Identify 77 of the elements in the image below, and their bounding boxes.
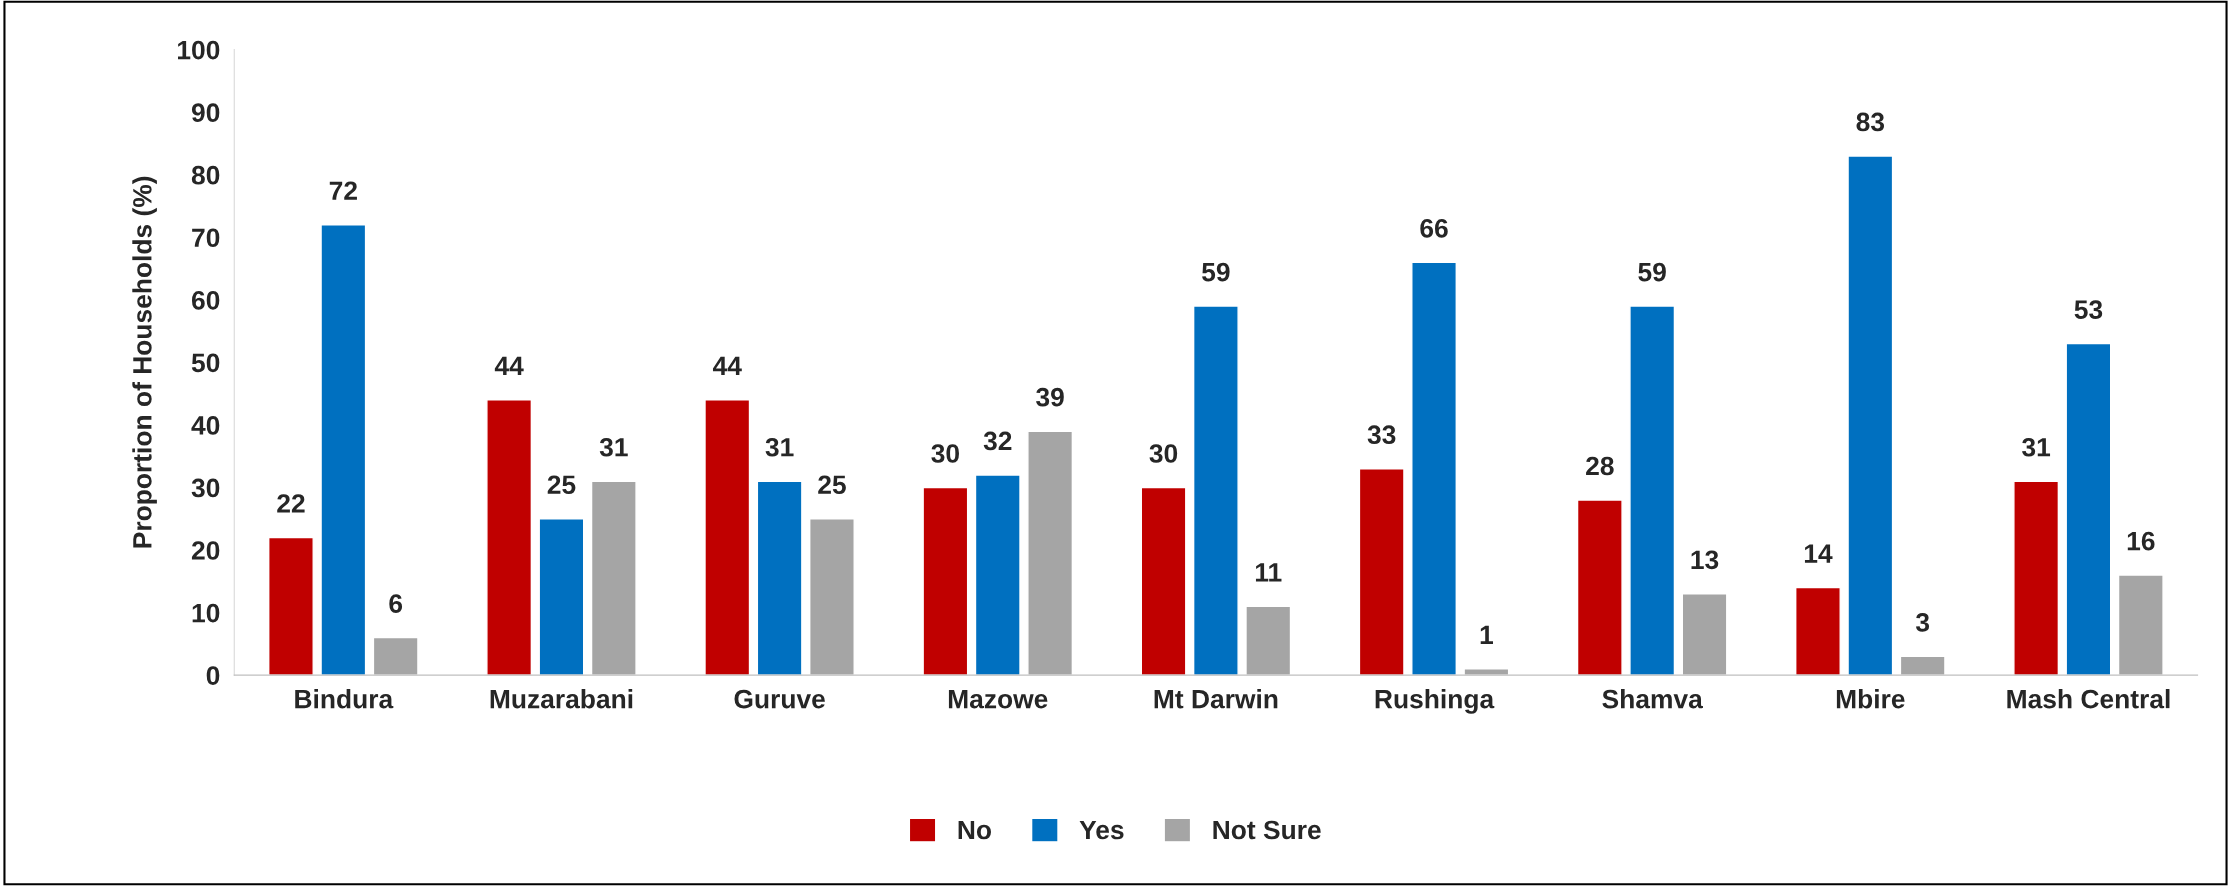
y-tick-label: 0: [206, 666, 220, 685]
data-label: 14: [1804, 544, 1833, 563]
bar: [756, 480, 803, 676]
bar: [2117, 574, 2164, 676]
y-tick-label: 100: [178, 40, 220, 60]
data-label: 33: [1367, 425, 1396, 445]
x-tick-label: Mt Darwin: [1154, 689, 1278, 709]
data-label: 25: [818, 475, 846, 495]
bar: [1027, 430, 1074, 676]
x-tick-label: Bindura: [295, 689, 394, 709]
bar: [1681, 593, 1728, 676]
data-label: 25: [547, 475, 576, 495]
data-label: 22: [277, 494, 305, 513]
data-label: 30: [931, 444, 959, 463]
bar: [1245, 605, 1292, 676]
bar: [590, 480, 637, 676]
bar: [1192, 305, 1239, 676]
y-tick-label: 90: [191, 103, 220, 122]
x-tick-label: Guruve: [734, 689, 825, 709]
bar: [1847, 155, 1894, 676]
legend-label: Not Sure: [1213, 820, 1321, 840]
x-tick-label: Mazowe: [948, 689, 1048, 709]
data-label: 59: [1638, 262, 1666, 282]
x-tick-label: Rushinga: [1375, 689, 1495, 714]
data-label: 31: [2022, 437, 2051, 457]
bar: [704, 399, 751, 676]
bar: [2013, 480, 2060, 676]
bar: [1140, 486, 1187, 676]
bar: [1899, 655, 1946, 676]
bar: [320, 224, 367, 676]
y-tick-label: 40: [191, 416, 220, 435]
legend-label: Yes: [1079, 820, 1124, 840]
data-label: 39: [1036, 387, 1064, 407]
bar: [486, 399, 533, 676]
x-tick-label: Mash Central: [2007, 689, 2170, 709]
x-tick-label: Mbire: [1836, 689, 1905, 709]
bar: [2065, 342, 2112, 676]
data-label: 59: [1202, 262, 1230, 282]
data-label: 44: [712, 356, 742, 375]
data-label: 32: [983, 431, 1012, 451]
y-axis-title: Proportion of Households (%): [132, 176, 157, 548]
y-tick-label: 20: [191, 541, 220, 560]
data-label: 28: [1586, 456, 1614, 476]
y-tick-label: 10: [192, 603, 220, 623]
y-tick-label: 30: [191, 478, 220, 498]
x-tick-label: Muzarabani: [490, 689, 633, 709]
y-tick-label: 80: [191, 165, 220, 185]
bar: [1795, 586, 1841, 676]
legend-label: No: [958, 820, 991, 840]
data-label: 13: [1691, 550, 1719, 570]
bar: [809, 518, 855, 676]
y-tick-label: 60: [191, 290, 220, 310]
bar: [268, 536, 314, 676]
bar: [1358, 468, 1405, 676]
bar: [1411, 261, 1457, 676]
data-label: 44: [494, 356, 524, 375]
bar: [538, 518, 585, 676]
bar: [974, 474, 1021, 676]
data-label: 53: [2074, 300, 2103, 319]
data-label: 30: [1149, 444, 1178, 463]
data-label: 3: [1915, 613, 1930, 632]
data-label: 11: [1255, 563, 1282, 582]
data-label: 72: [329, 181, 357, 200]
data-label: 1: [1480, 625, 1493, 644]
x-tick-label: Shamva: [1602, 689, 1703, 709]
bar: [372, 636, 419, 676]
bar: [922, 486, 969, 676]
data-label: 31: [765, 437, 794, 457]
data-label: 83: [1856, 112, 1885, 132]
y-tick-label: 70: [192, 228, 220, 248]
data-label: 16: [2127, 531, 2155, 551]
data-label: 31: [599, 437, 628, 457]
y-tick-label: 50: [191, 353, 220, 373]
data-label: 6: [389, 594, 403, 613]
data-label: 66: [1420, 218, 1448, 238]
bar: [1576, 499, 1623, 676]
bar: [1629, 305, 1676, 676]
